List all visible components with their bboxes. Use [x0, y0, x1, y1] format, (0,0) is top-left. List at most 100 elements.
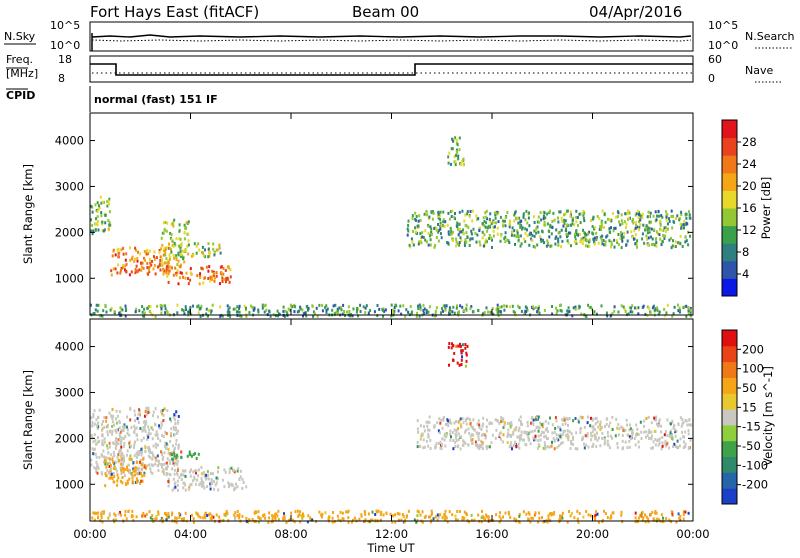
heatmap-cell [610, 245, 612, 249]
heatmap-cell [165, 257, 168, 261]
heatmap-cell [359, 303, 362, 307]
heatmap-cell [175, 457, 177, 461]
heatmap-cell [450, 229, 453, 233]
heatmap-cell [167, 477, 170, 481]
heatmap-cell [419, 305, 422, 309]
heatmap-cell [98, 439, 101, 443]
heatmap-cell [512, 310, 515, 314]
heatmap-cell [455, 439, 458, 443]
heatmap-cell [657, 209, 660, 213]
heatmap-cell [420, 241, 423, 245]
heatmap-cell [164, 261, 167, 265]
heatmap-cell [415, 315, 418, 318]
heatmap-cell [120, 429, 123, 432]
heatmap-cell [425, 240, 428, 244]
heatmap-cell [468, 418, 471, 421]
heatmap-cell [521, 438, 524, 442]
heatmap-cell [229, 314, 232, 318]
heatmap-cell [402, 304, 405, 308]
heatmap-cell [128, 441, 131, 445]
heatmap-cell [433, 424, 436, 428]
heatmap-cell [442, 210, 445, 214]
heatmap-cell [142, 420, 145, 424]
heatmap-cell [214, 483, 217, 487]
heatmap-cell [95, 418, 98, 422]
heatmap-cell [185, 221, 188, 225]
heatmap-cell [599, 444, 602, 448]
heatmap-cell [566, 436, 569, 440]
heatmap-cell [126, 428, 129, 432]
heatmap-cell [182, 256, 185, 260]
heatmap-cell [142, 511, 145, 515]
heatmap-cell [668, 219, 671, 223]
nsky-panel: N.Sky 10^5 10^0 10^5 10^0 N.Search [4, 19, 795, 52]
heatmap-cell [538, 426, 541, 430]
heatmap-cell [648, 430, 651, 434]
heatmap-cell [117, 263, 120, 267]
heatmap-cell [110, 453, 113, 457]
heatmap-cell [634, 242, 637, 246]
heatmap-cell [617, 423, 620, 427]
heatmap-cell [520, 242, 523, 246]
heatmap-cell [577, 224, 579, 227]
heatmap-cell [476, 233, 479, 237]
heatmap-cell [689, 310, 692, 314]
heatmap-cell [408, 243, 411, 247]
heatmap-cell [547, 514, 550, 518]
heatmap-cell [482, 312, 485, 316]
heatmap-cell [669, 435, 672, 439]
heatmap-cell [462, 232, 465, 236]
heatmap-cell [604, 512, 607, 516]
heatmap-cell [567, 306, 570, 310]
heatmap-cell [157, 459, 160, 463]
heatmap-cell [638, 225, 641, 229]
heatmap-cell [391, 514, 394, 518]
heatmap-cell [637, 216, 640, 220]
heatmap-cell [124, 258, 127, 262]
heatmap-cell [529, 442, 532, 446]
heatmap-cell [163, 249, 165, 253]
heatmap-cell [643, 419, 646, 423]
heatmap-cell [447, 211, 450, 215]
heatmap-cell [680, 210, 683, 214]
heatmap-cell [97, 425, 100, 429]
heatmap-cell [504, 511, 507, 515]
heatmap-cell [601, 242, 604, 246]
heatmap-cell [167, 484, 170, 488]
heatmap-cell [447, 230, 450, 234]
heatmap-cell [102, 309, 105, 313]
heatmap-cell [664, 226, 667, 229]
heatmap-cell [102, 443, 105, 447]
heatmap-cell [174, 418, 177, 422]
heatmap-cell [478, 444, 481, 448]
heatmap-cell [155, 515, 158, 519]
heatmap-cell [232, 468, 235, 472]
heatmap-cell [289, 308, 292, 312]
heatmap-cell [199, 515, 202, 519]
heatmap-cell [641, 232, 644, 236]
heatmap-cell [579, 415, 582, 419]
heatmap-cell [679, 416, 682, 420]
heatmap-cell [648, 220, 651, 224]
heatmap-cell [536, 310, 539, 314]
heatmap-cell [542, 520, 545, 524]
heatmap-cell [531, 416, 534, 419]
heatmap-cell [164, 253, 167, 257]
heatmap-cell [689, 234, 691, 238]
heatmap-cell [92, 452, 95, 456]
heatmap-cell [455, 149, 458, 153]
heatmap-cell [302, 312, 305, 316]
heatmap-cell [192, 304, 194, 308]
heatmap-cell [129, 418, 132, 422]
heatmap-cell [156, 454, 159, 458]
heatmap-cell [510, 233, 513, 237]
heatmap-cell [200, 477, 203, 481]
heatmap-cell [160, 421, 163, 425]
heatmap-cell [492, 225, 495, 229]
heatmap-cell [579, 221, 582, 225]
heatmap-cell [526, 228, 528, 232]
heatmap-cell [121, 476, 124, 479]
heatmap-cell [601, 234, 604, 238]
heatmap-cell [157, 512, 160, 516]
